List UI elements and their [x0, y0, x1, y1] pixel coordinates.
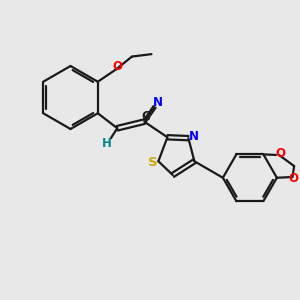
Text: O: O	[288, 172, 298, 185]
Text: O: O	[112, 60, 122, 73]
Text: O: O	[275, 147, 285, 160]
Text: S: S	[148, 156, 158, 169]
Text: N: N	[153, 96, 163, 109]
Text: C: C	[142, 110, 151, 123]
Text: N: N	[188, 130, 199, 143]
Text: H: H	[102, 137, 112, 150]
